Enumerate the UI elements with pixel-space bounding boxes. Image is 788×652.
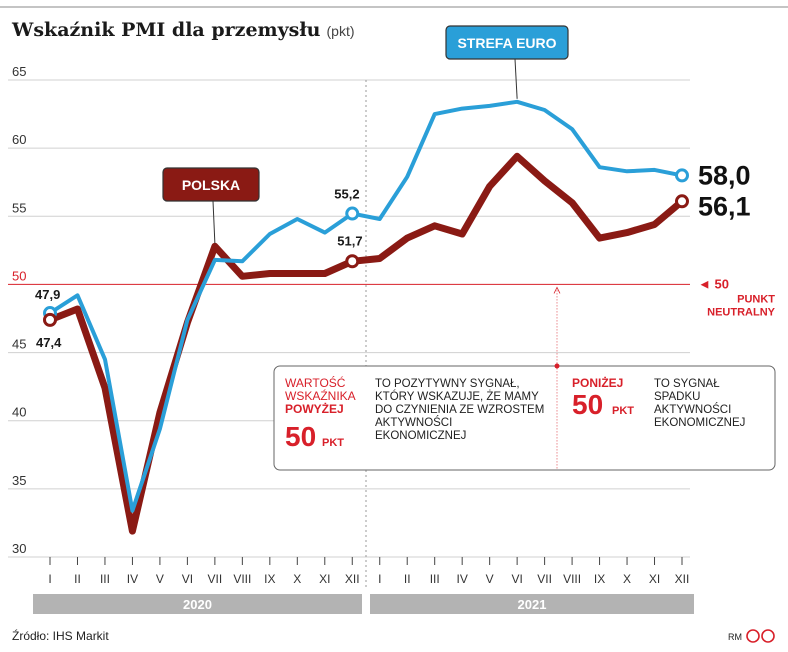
y-tick-35: 35 bbox=[12, 473, 26, 488]
y-tick-40: 40 bbox=[12, 405, 26, 420]
info-left-value: 50 bbox=[285, 421, 316, 452]
x-tick-label: VII bbox=[208, 572, 223, 586]
tag-label: POLSKA bbox=[182, 177, 240, 193]
info-right-value: 50 bbox=[572, 389, 603, 420]
tag-box bbox=[445, 25, 569, 60]
year-bands: 2020 2021 bbox=[33, 594, 694, 614]
x-tick-label: VII bbox=[537, 572, 552, 586]
point-labels: 47,9 47,4 55,2 51,7 58,056,1 bbox=[35, 160, 751, 349]
x-tick-label: I bbox=[48, 572, 51, 586]
info-left-desc: KTÓRY WSKAZUJE, ŻE MAMY bbox=[375, 390, 539, 403]
x-tick-label: IX bbox=[594, 572, 605, 586]
neutral-value-label: ◄ 50 bbox=[698, 276, 729, 291]
x-tick-label: XII bbox=[675, 572, 690, 586]
neutral-text-label: PUNKT bbox=[737, 293, 775, 305]
point-marker bbox=[345, 206, 360, 221]
year-label-2020: 2020 bbox=[183, 597, 212, 612]
data-label: 58,0 bbox=[698, 160, 751, 190]
year-label-2021: 2021 bbox=[518, 597, 547, 612]
x-tick-label: I bbox=[378, 572, 381, 586]
x-axis: I II III IV V VI VII VIII IX X XI XII I II III IV V VI VII… bbox=[48, 557, 689, 586]
x-tick-label: VI bbox=[182, 572, 193, 586]
info-right-desc: EKONOMICZNEJ bbox=[654, 417, 745, 429]
x-tick-label: X bbox=[293, 572, 301, 586]
data-label: 47,4 bbox=[36, 335, 62, 350]
x-tick-label: III bbox=[430, 572, 440, 586]
x-tick-label: III bbox=[100, 572, 110, 586]
info-left-desc: TO POZYTYWNY SYGNAŁ, bbox=[375, 378, 520, 390]
data-label: 47,9 bbox=[35, 287, 60, 302]
source-note: Źródło: IHS Markit bbox=[12, 628, 109, 643]
x-tick-label: IV bbox=[127, 572, 138, 586]
data-label: 56,1 bbox=[698, 191, 751, 221]
x-tick-label: VIII bbox=[233, 572, 251, 586]
data-label: 51,7 bbox=[337, 233, 362, 248]
y-tick-65: 65 bbox=[12, 64, 26, 79]
y-tick-30: 30 bbox=[12, 541, 26, 556]
tag-label: STREFA EURO bbox=[457, 35, 556, 51]
data-label: 55,2 bbox=[334, 187, 359, 202]
x-tick-label: IX bbox=[264, 572, 275, 586]
x-tick-label: X bbox=[623, 572, 631, 586]
connector-dot bbox=[554, 363, 560, 369]
x-tick-label: VIII bbox=[563, 572, 581, 586]
point-marker bbox=[675, 168, 689, 183]
point-marker bbox=[345, 254, 360, 269]
neutral-text-label: NEUTRALNY bbox=[707, 306, 775, 318]
y-tick-50: 50 bbox=[12, 268, 26, 283]
info-left-desc: AKTYWNOŚCI bbox=[375, 416, 452, 429]
series-line-polska bbox=[46, 152, 686, 535]
tag-leader bbox=[514, 58, 518, 99]
y-tick-55: 55 bbox=[12, 200, 26, 215]
info-left-title: WARTOŚĆ bbox=[285, 375, 346, 390]
y-axis: 30 35 40 45 50 55 60 65 bbox=[12, 64, 26, 556]
info-right-desc: TO SYGNAŁ bbox=[654, 378, 720, 390]
x-tick-label: II bbox=[404, 572, 411, 586]
x-tick-label: XII bbox=[345, 572, 360, 586]
x-tick-label: IV bbox=[457, 572, 468, 586]
x-tick-label: XI bbox=[649, 572, 660, 586]
tag-box bbox=[162, 167, 260, 202]
y-tick-45: 45 bbox=[12, 337, 26, 352]
info-left-title-bold: POWYŻEJ bbox=[285, 401, 344, 416]
x-tick-label: II bbox=[74, 572, 81, 586]
connector-arrowhead bbox=[553, 286, 561, 294]
gridlines bbox=[8, 79, 690, 590]
series-lines bbox=[43, 99, 689, 535]
credit: RM bbox=[728, 632, 742, 642]
info-box-frame bbox=[273, 365, 776, 471]
publisher-logo bbox=[746, 629, 775, 643]
info-left-desc: DO CZYNIENIA ZE WZROSTEM bbox=[375, 404, 544, 416]
year-band-2020 bbox=[33, 594, 362, 614]
info-right-desc: AKTYWNOŚCI bbox=[654, 403, 731, 416]
chart-title: Wskaźnik PMI dla przemysłu (pkt) bbox=[11, 19, 355, 41]
series-line-strefa-euro bbox=[48, 99, 684, 513]
x-tick-label: VI bbox=[511, 572, 522, 586]
info-right-title-bold: PONIŻEJ bbox=[572, 375, 623, 390]
series-tags: STREFA EURO POLSKA bbox=[162, 25, 569, 244]
year-band-2021 bbox=[370, 594, 694, 614]
info-right-desc: SPADKU bbox=[654, 391, 700, 403]
x-tick-label: V bbox=[486, 572, 494, 586]
x-tick-label: XI bbox=[319, 572, 330, 586]
point-marker bbox=[675, 194, 689, 209]
y-tick-60: 60 bbox=[12, 132, 26, 147]
info-left-title: WSKAŹNIKA bbox=[285, 388, 356, 403]
tag-leader bbox=[212, 200, 216, 244]
info-left-unit: PKT bbox=[322, 437, 344, 449]
info-left-desc: EKONOMICZNEJ bbox=[375, 430, 466, 442]
point-marker bbox=[43, 312, 57, 327]
x-tick-label: V bbox=[156, 572, 164, 586]
info-right-unit: PKT bbox=[612, 405, 634, 417]
